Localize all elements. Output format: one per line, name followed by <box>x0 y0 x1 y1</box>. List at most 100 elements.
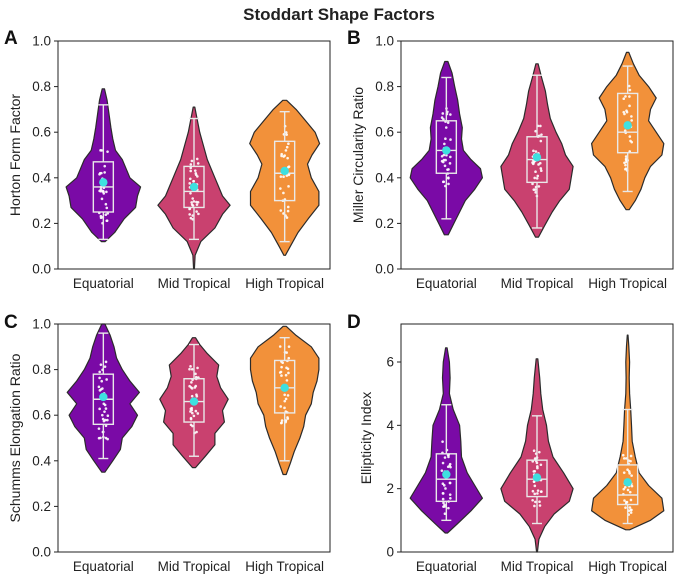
data-point <box>536 466 539 470</box>
data-point <box>103 171 106 174</box>
data-point <box>106 150 109 153</box>
data-point <box>286 416 289 419</box>
data-point <box>447 176 450 180</box>
data-point <box>538 450 541 454</box>
figure-title: Stoddart Shape Factors <box>243 5 435 24</box>
data-point <box>624 506 627 509</box>
y-tick-label: 0.6 <box>32 125 51 140</box>
data-point <box>284 131 288 134</box>
data-point <box>99 363 103 366</box>
data-point <box>101 413 104 417</box>
data-point <box>446 168 449 171</box>
data-point <box>443 456 447 459</box>
data-point <box>105 190 108 194</box>
panel-a: A Horton Form Factor 0.0 0.2 0.4 0.6 0.8 1.0 E… <box>4 28 331 291</box>
data-point <box>189 416 193 420</box>
data-point <box>448 493 452 496</box>
mean-marker <box>99 178 108 187</box>
data-point <box>282 191 285 195</box>
data-point <box>538 500 541 504</box>
data-point <box>194 409 198 413</box>
data-point <box>622 487 626 491</box>
data-point <box>191 197 195 200</box>
x-tick-label: Mid Tropical <box>158 559 231 574</box>
data-point <box>440 116 444 119</box>
data-point <box>448 481 452 485</box>
data-point <box>623 486 627 489</box>
data-point <box>287 165 291 168</box>
data-point <box>98 189 101 193</box>
data-point <box>449 138 452 141</box>
data-point <box>624 163 627 167</box>
data-point <box>533 188 537 191</box>
data-point <box>538 504 542 507</box>
data-point <box>443 512 447 516</box>
data-point <box>100 149 104 152</box>
data-point <box>540 490 543 493</box>
data-point <box>286 156 289 160</box>
data-point <box>193 386 197 389</box>
data-point <box>440 469 444 472</box>
iqr-box <box>435 120 458 174</box>
data-point <box>102 419 106 423</box>
y-tick-label: 4 <box>386 418 394 433</box>
iqr-box <box>616 92 639 154</box>
data-point <box>194 372 197 376</box>
data-point <box>282 175 285 178</box>
y-axis-label: Schumms Elongation Ratio <box>7 353 23 522</box>
data-point <box>279 421 283 425</box>
data-point <box>287 185 290 188</box>
mean-marker <box>280 166 289 176</box>
data-point <box>442 180 446 184</box>
data-point <box>287 142 290 146</box>
data-point <box>533 484 537 488</box>
data-point <box>447 506 450 510</box>
panel-b: B Miller Circularity Ratio 0.0 0.2 0.4 0.6 0… <box>347 28 674 291</box>
mean-marker <box>532 153 542 162</box>
data-point <box>103 410 106 413</box>
data-point <box>629 454 633 458</box>
data-point <box>188 213 191 216</box>
data-point <box>628 490 632 494</box>
data-point <box>630 484 634 488</box>
data-point <box>441 461 445 465</box>
data-point <box>103 164 107 168</box>
data-point <box>285 379 289 382</box>
mean-marker <box>623 478 632 487</box>
data-point <box>104 360 108 364</box>
data-point <box>441 492 445 495</box>
data-point <box>537 185 541 188</box>
data-point <box>278 345 282 348</box>
y-axis-label: Horton Form Factor <box>7 94 23 216</box>
x-tick-label: High Tropical <box>588 276 667 291</box>
data-point <box>279 187 282 190</box>
data-point <box>531 161 534 164</box>
data-point <box>278 371 282 374</box>
data-point <box>539 139 543 143</box>
data-point <box>280 374 283 377</box>
data-point <box>101 417 105 421</box>
y-tick-label: 0.8 <box>32 362 51 377</box>
data-point <box>192 414 196 418</box>
data-point <box>189 169 192 173</box>
mean-marker <box>99 392 108 402</box>
data-point <box>99 214 103 218</box>
data-point <box>105 219 109 222</box>
data-point <box>194 172 198 175</box>
y-tick-label: 0.2 <box>32 216 51 231</box>
y-tick-label: 0.0 <box>32 262 51 277</box>
data-point <box>195 157 199 161</box>
data-point <box>539 124 542 128</box>
data-point <box>531 489 535 493</box>
data-point <box>534 129 537 133</box>
data-point <box>448 162 452 165</box>
data-point <box>193 169 197 172</box>
data-point <box>443 503 446 507</box>
data-point <box>196 200 200 204</box>
data-point <box>449 155 452 159</box>
data-point <box>98 389 102 392</box>
data-point <box>622 457 626 460</box>
data-point <box>535 177 539 180</box>
data-point <box>287 371 290 375</box>
